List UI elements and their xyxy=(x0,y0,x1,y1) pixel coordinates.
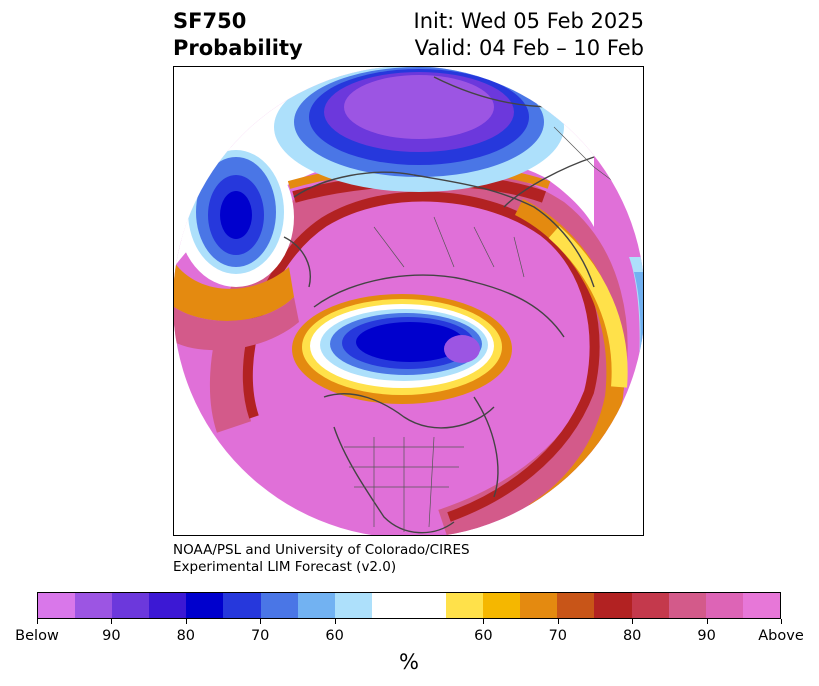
colorbar-tick-label: Below xyxy=(15,628,59,644)
colorbar-segment xyxy=(149,593,187,618)
colorbar-tick-label: 60 xyxy=(474,628,493,644)
colorbar-tick-label: 80 xyxy=(622,628,642,644)
outer-ring-yellow xyxy=(548,226,628,388)
colorbar-tick-mark xyxy=(334,619,336,624)
colorbar xyxy=(37,592,781,619)
colorbar-segment xyxy=(297,593,335,618)
colorbar-tick-label: Above xyxy=(758,628,804,644)
colorbar-unit: % xyxy=(399,650,419,674)
colorbar-segment xyxy=(223,593,261,618)
valid-range: Valid: 04 Feb – 10 Feb xyxy=(414,36,644,60)
coastlines xyxy=(283,76,595,534)
colorbar-segment xyxy=(520,593,558,618)
credit-text: NOAA/PSL and University of Colorado/CIRE… xyxy=(173,542,470,576)
colorbar-segment xyxy=(446,593,484,618)
credit-line-1: NOAA/PSL and University of Colorado/CIRE… xyxy=(173,542,470,558)
colorbar-segment xyxy=(260,593,298,618)
colorbar-tick-label: 60 xyxy=(325,628,344,644)
colorbar-tick-mark xyxy=(483,619,485,624)
left-orange-strip xyxy=(174,262,294,321)
figure-title: SF750 Probability xyxy=(173,8,303,62)
title-line-probability: Probability xyxy=(173,36,303,60)
colorbar-segment xyxy=(557,593,595,618)
colorbar-tick-label: 90 xyxy=(102,628,121,644)
colorbar-segment xyxy=(668,593,706,618)
colorbar-segment xyxy=(371,593,409,618)
colorbar-tick-mark xyxy=(185,619,187,624)
credit-line-2: Experimental LIM Forecast (v2.0) xyxy=(173,559,397,575)
colorbar-segment xyxy=(112,593,150,618)
colorbar-segment xyxy=(75,593,113,618)
colorbar-tick-mark xyxy=(37,619,38,624)
pole-purple-spot xyxy=(444,335,480,363)
colorbar-segment xyxy=(408,593,447,618)
colorbar-tick-label: 70 xyxy=(250,628,270,644)
colorbar-tick-mark xyxy=(260,619,262,624)
forecast-dates: Init: Wed 05 Feb 2025 Valid: 04 Feb – 10… xyxy=(414,8,644,62)
colorbar-tick-label: 90 xyxy=(697,628,716,644)
colorbar-tick-mark xyxy=(706,619,708,624)
pole-core xyxy=(356,322,464,362)
colorbar-segment xyxy=(742,593,780,618)
colorbar-segment xyxy=(631,593,669,618)
colorbar-tick-label: 80 xyxy=(176,628,196,644)
left-lobe-core xyxy=(220,191,252,239)
colorbar-tick-mark xyxy=(557,619,559,624)
title-line-variable: SF750 xyxy=(173,9,247,33)
init-date: Init: Wed 05 Feb 2025 xyxy=(413,9,644,33)
colorbar-tick-mark xyxy=(632,619,634,624)
colorbar-segment xyxy=(705,593,743,618)
map-canvas xyxy=(174,67,643,535)
colorbar-segment xyxy=(186,593,224,618)
colorbar-segment xyxy=(594,593,632,618)
colorbar-tick-label: 70 xyxy=(548,628,568,644)
left-rose-strip xyxy=(174,297,299,351)
polar-map xyxy=(173,66,644,536)
colorbar-segment xyxy=(38,593,76,618)
colorbar-tick-mark xyxy=(111,619,113,624)
top-lobe-purple xyxy=(344,75,494,139)
colorbar-tick-mark xyxy=(781,619,782,624)
colorbar-segment xyxy=(483,593,521,618)
colorbar-segment xyxy=(334,593,372,618)
